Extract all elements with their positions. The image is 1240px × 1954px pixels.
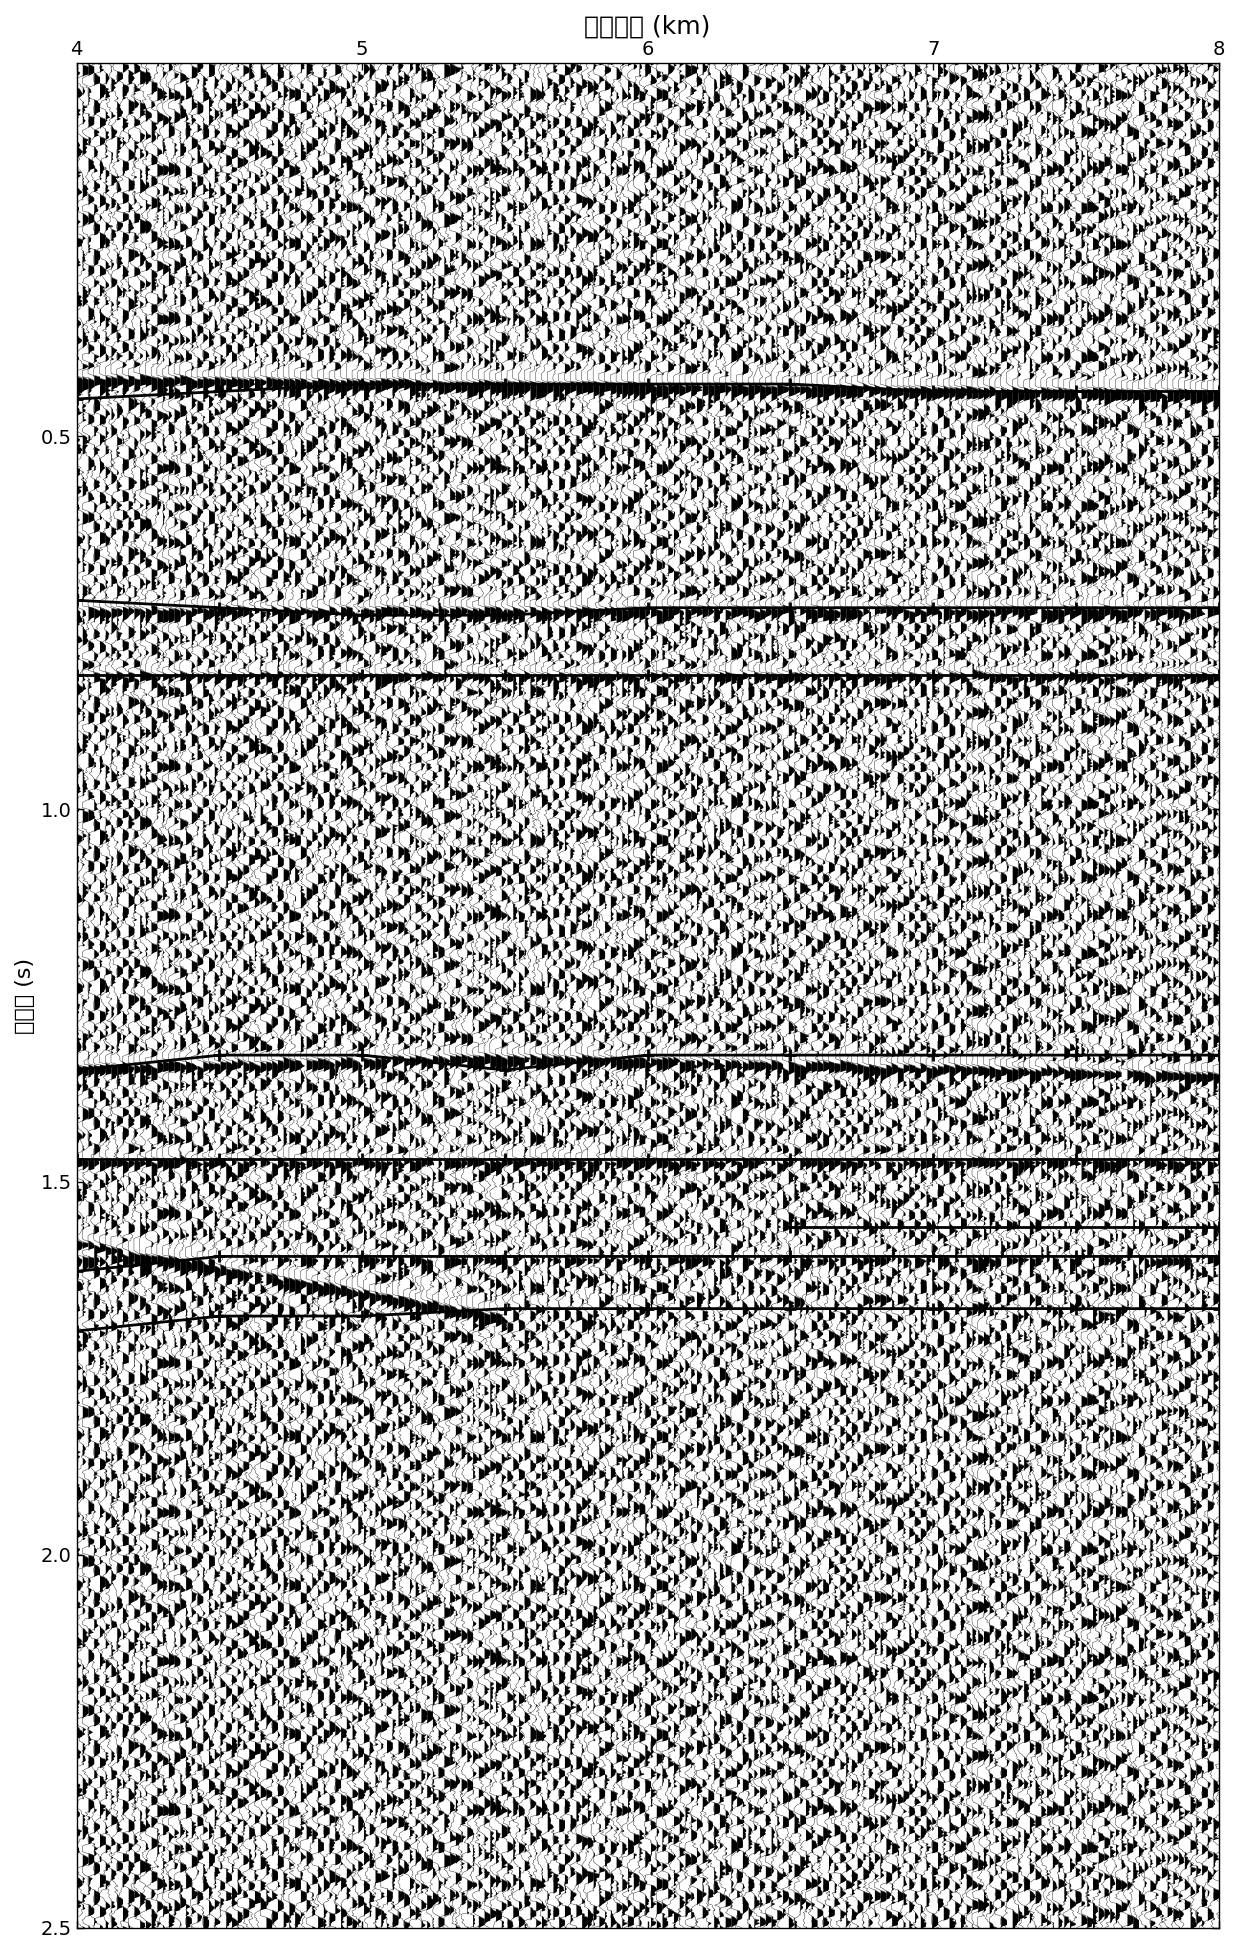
- Y-axis label: 旅行时 (s): 旅行时 (s): [15, 957, 35, 1034]
- X-axis label: 平行测线 (km): 平行测线 (km): [584, 16, 711, 39]
